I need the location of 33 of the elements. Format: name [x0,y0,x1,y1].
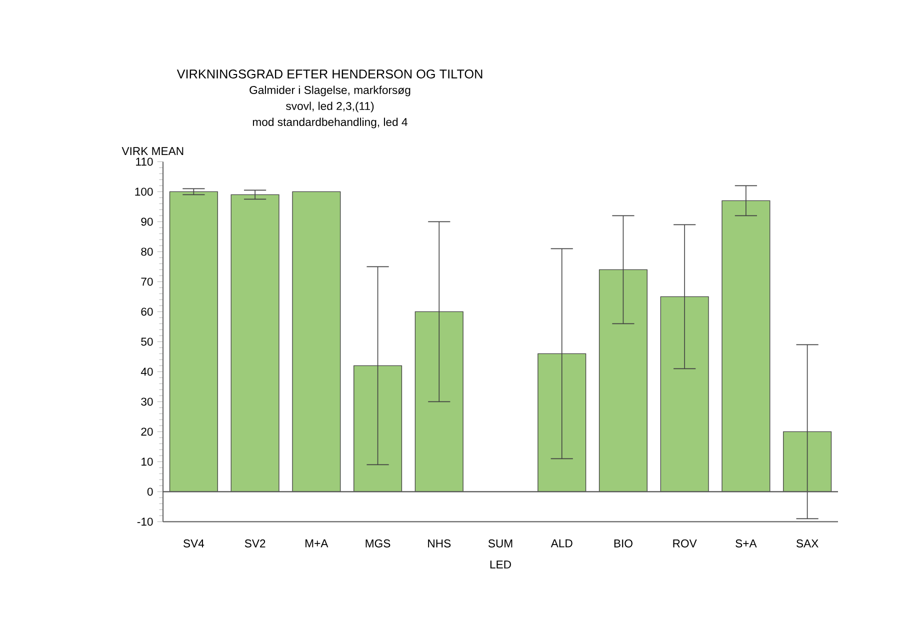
x-axis-title: LED [490,560,511,568]
bar [230,194,280,492]
y-tick-label: 110 [136,158,153,166]
x-tick-label: BIO [614,539,632,548]
text: svovl, led 2,3,(11) [286,102,374,112]
x-tick-label: MGS [366,539,390,548]
x-tick-label: S+A [736,539,757,548]
x-tick-label: SAX [796,539,818,548]
bar [292,191,341,492]
chart-subtitle: Galmider i Slagelse, markforsøg [250,86,410,96]
y-tick-label: 40 [140,368,153,376]
y-axis-title: VIRK MEAN [122,147,184,155]
x-tick-label: SUM [488,539,512,548]
y-tick-label: 20 [141,428,153,436]
x-tick-label: ALD [550,539,572,548]
text: mod standardbehandling, led 4 [252,118,408,128]
y-tick-label: 50 [141,338,153,346]
bar [169,191,218,492]
y-tick-label: 10 [142,458,153,466]
y-tick-label: 100 [135,188,153,196]
y-tick-label: 90 [141,218,153,226]
y-tick-label: 60 [141,308,153,316]
y-tick-label: 0 [147,488,153,496]
y-tick-label: 80 [141,248,153,256]
chart-title: VIRKNINGSGRAD EFTER HENDERSON OG TILTON [176,70,482,78]
x-tick-label: SV2 [244,539,266,548]
y-tick-label: -10 [137,518,153,526]
y-tick-label: 70 [141,278,153,286]
x-tick-label: M+A [306,539,328,548]
x-tick-label: SV4 [184,539,204,548]
x-tick-label: ROV [673,539,697,548]
x-tick-label: NHS [428,539,451,548]
y-tick-label: 30 [141,398,153,406]
